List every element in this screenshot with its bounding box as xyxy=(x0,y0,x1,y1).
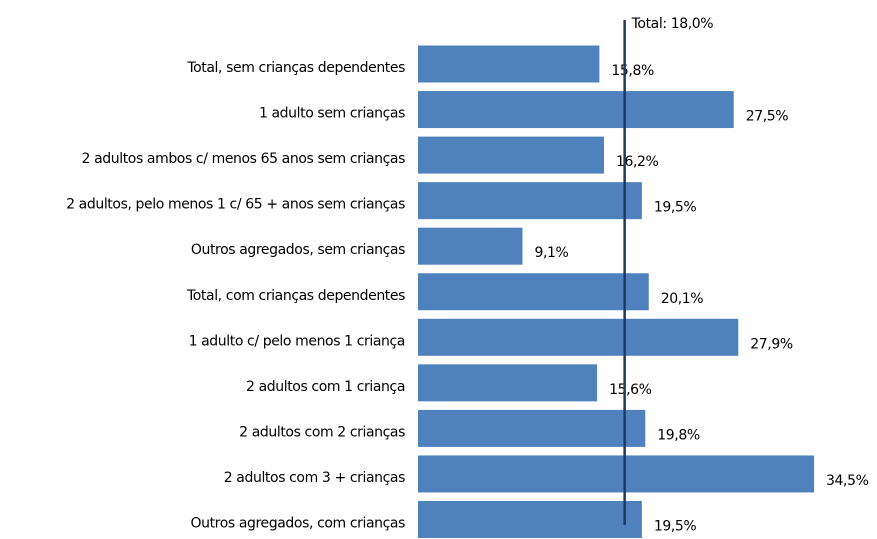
value-label: 19,5% xyxy=(654,519,697,535)
reference-label: Total: 18,0% xyxy=(631,16,714,32)
value-label: 15,6% xyxy=(609,382,652,398)
category-label: Total, com crianças dependentes xyxy=(186,288,405,304)
value-label: 16,2% xyxy=(616,154,659,170)
value-label: 27,9% xyxy=(750,336,793,352)
category-label: Total, sem crianças dependentes xyxy=(186,60,405,76)
category-label: 2 adultos ambos c/ menos 65 anos sem cri… xyxy=(82,151,406,167)
bar xyxy=(418,273,649,311)
category-label: 2 adultos, pelo menos 1 c/ 65 + anos sem… xyxy=(66,197,405,213)
value-label: 19,8% xyxy=(657,427,700,443)
value-label: 27,5% xyxy=(746,109,789,125)
category-label: 2 adultos com 1 criança xyxy=(246,379,405,395)
value-label: 15,8% xyxy=(611,63,654,79)
value-label: 9,1% xyxy=(534,245,568,261)
bar xyxy=(418,364,598,402)
category-label: 1 adulto sem crianças xyxy=(259,106,405,122)
bar xyxy=(418,409,646,447)
bar xyxy=(418,136,604,174)
bar xyxy=(418,91,734,129)
category-label: 1 adulto c/ pelo menos 1 criança xyxy=(189,333,405,349)
category-label: Outros agregados, sem crianças xyxy=(191,242,405,258)
bar xyxy=(418,318,739,356)
value-label: 34,5% xyxy=(826,473,869,489)
bar xyxy=(418,45,600,83)
bar xyxy=(418,455,815,493)
value-label: 20,1% xyxy=(661,291,704,307)
bar xyxy=(418,227,523,265)
bar xyxy=(418,182,642,220)
category-label: 2 adultos com 2 crianças xyxy=(239,424,405,440)
category-label: Outros agregados, com crianças xyxy=(191,516,406,532)
value-label: 19,5% xyxy=(654,200,697,216)
category-label: 2 adultos com 3 + crianças xyxy=(224,470,405,486)
bar xyxy=(418,501,642,538)
